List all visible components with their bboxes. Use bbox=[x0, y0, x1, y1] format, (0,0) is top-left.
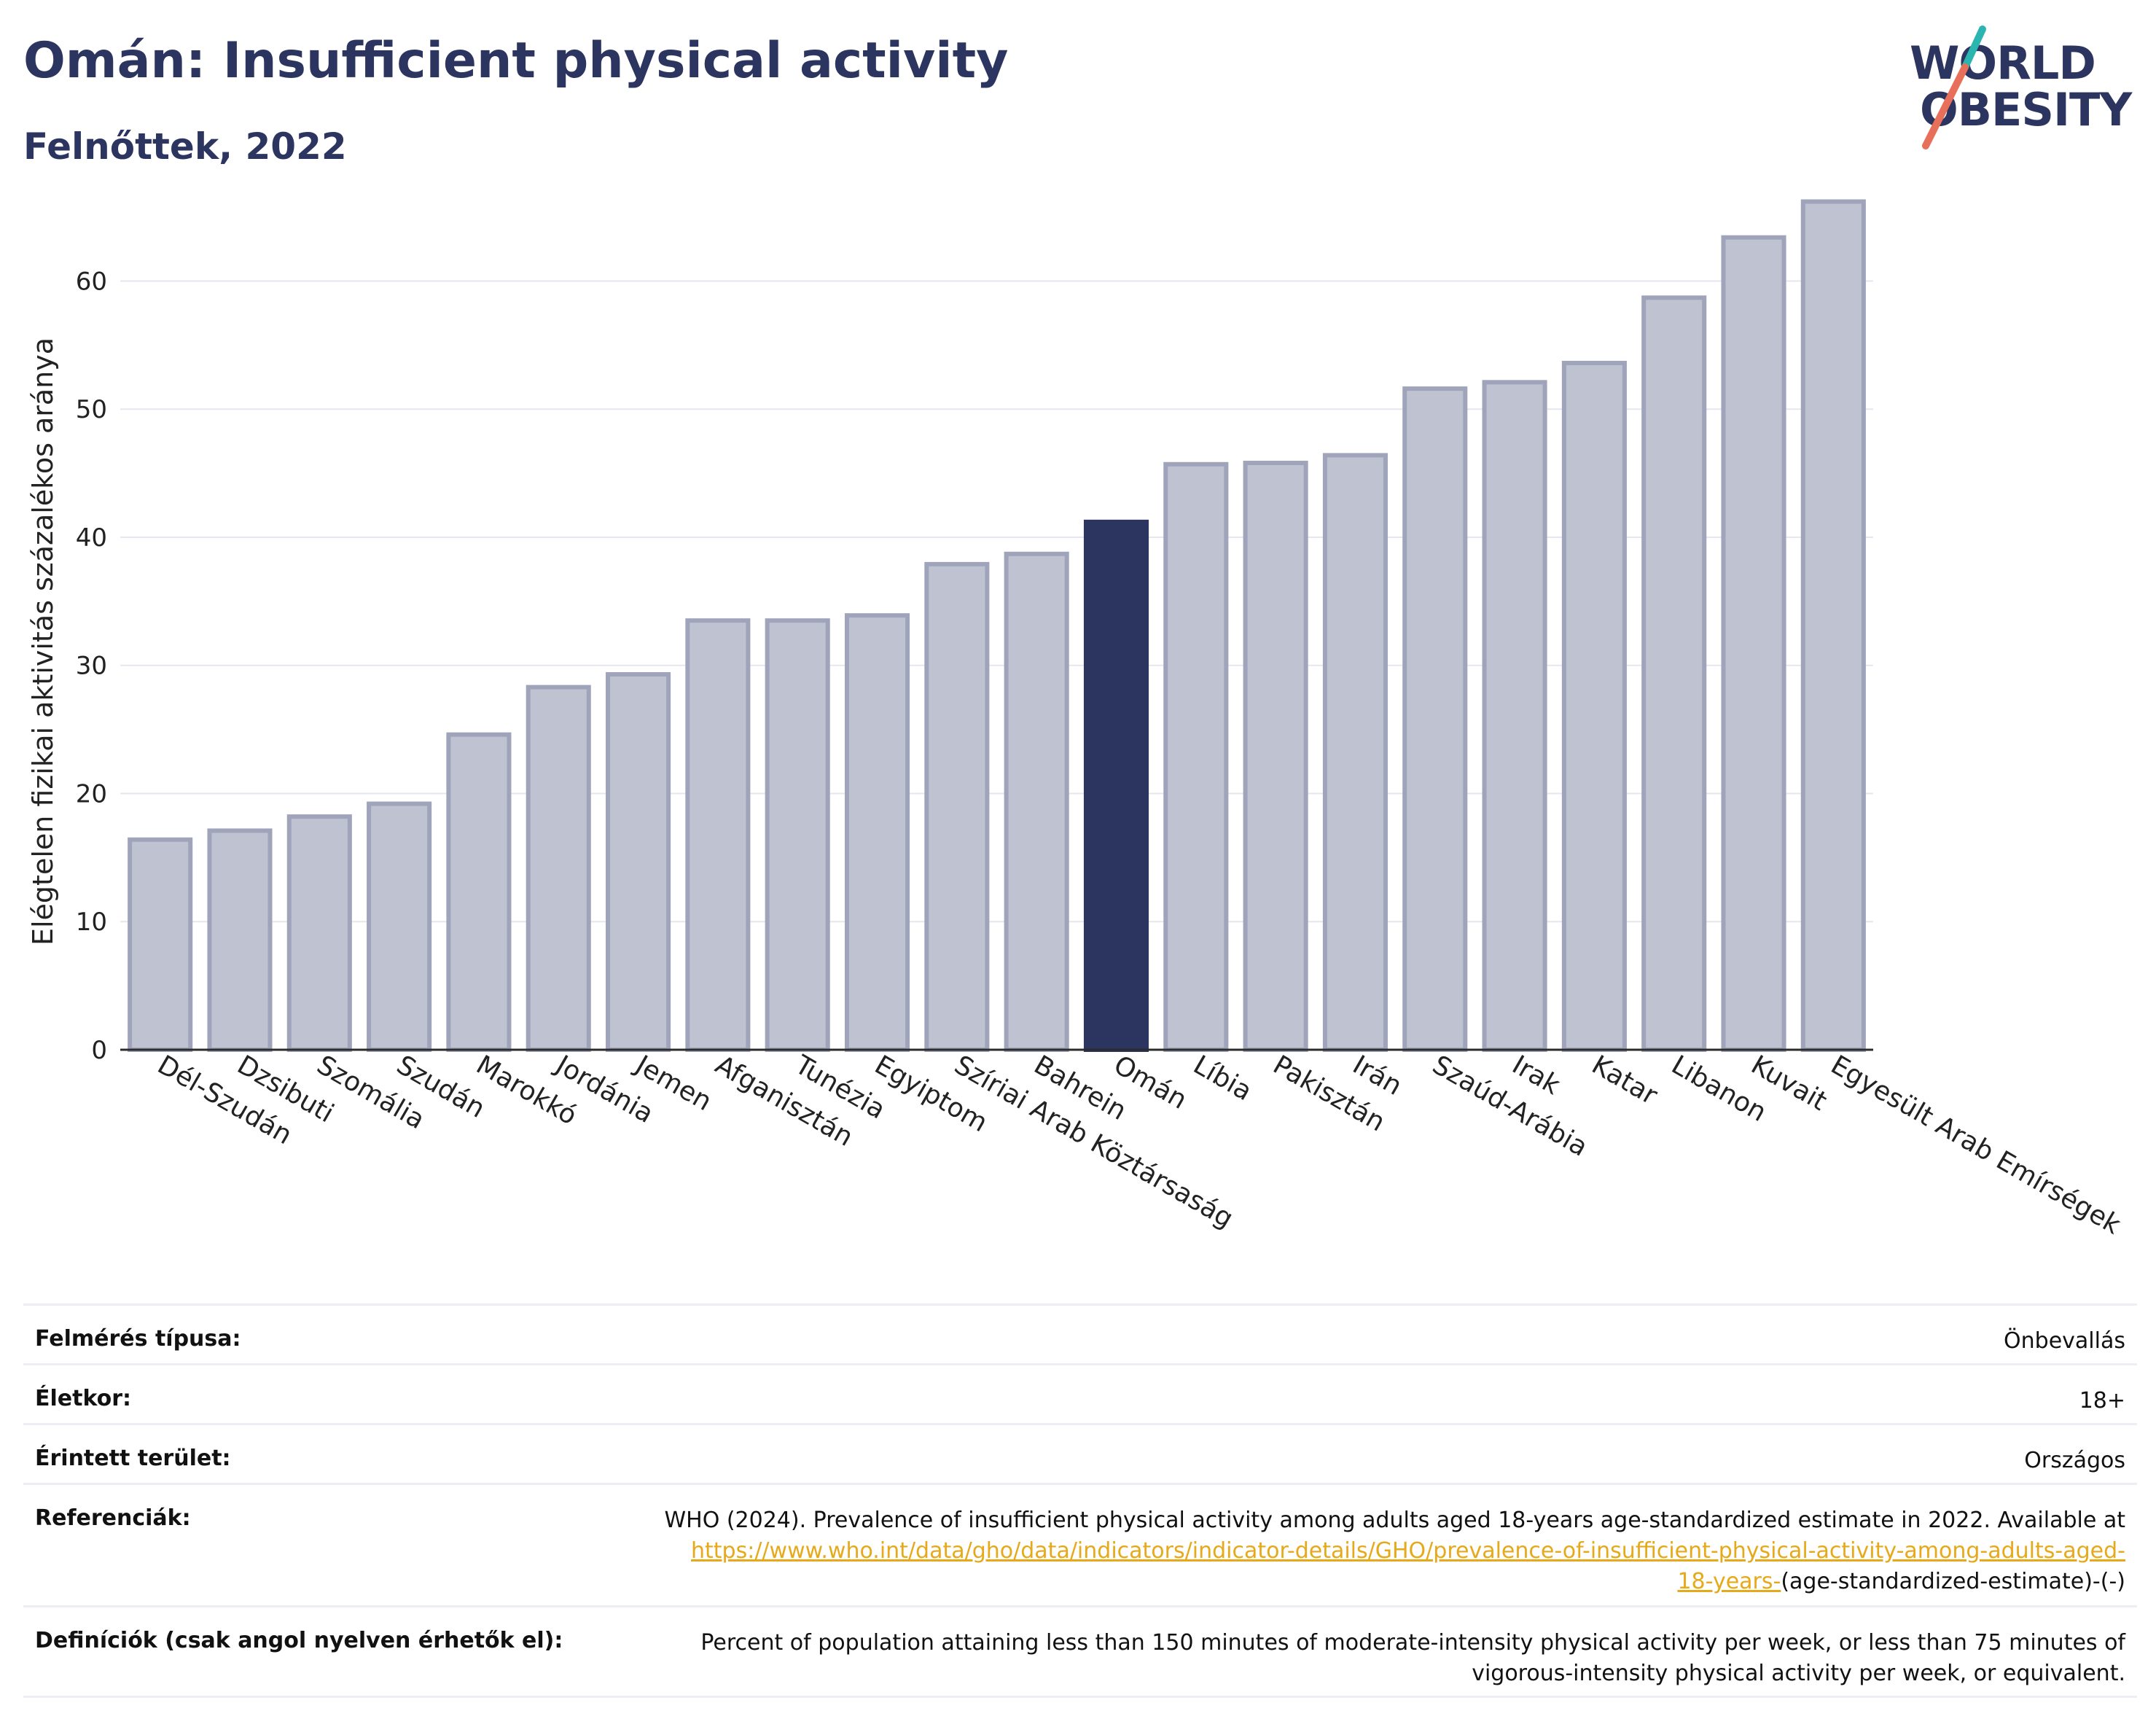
bar-17 bbox=[1402, 386, 1468, 1053]
bar-20 bbox=[1641, 295, 1707, 1053]
bar-12 bbox=[1004, 551, 1069, 1052]
bar-14 bbox=[1163, 461, 1229, 1052]
survey-type-value: Önbevallás bbox=[2004, 1328, 2125, 1354]
page-title: Omán: Insufficient physical activity bbox=[23, 32, 1009, 90]
y-tick-label: 40 bbox=[76, 523, 107, 553]
bar-19 bbox=[1561, 360, 1627, 1052]
page-subtitle: Felnőttek, 2022 bbox=[23, 125, 347, 168]
bar-18 bbox=[1482, 380, 1547, 1052]
y-axis-label: Elégtelen fizikai aktivitás százalékos a… bbox=[27, 338, 59, 946]
references-suffix: (age-standardized-estimate)-(-) bbox=[1781, 1569, 2125, 1594]
y-tick-label: 20 bbox=[76, 779, 107, 808]
bar-3 bbox=[286, 814, 352, 1052]
age-row: Életkor: 18+ bbox=[23, 1363, 2137, 1425]
definitions-label: Definíciók (csak angol nyelven érhetők e… bbox=[35, 1628, 563, 1653]
x-tick-label: Egyesült Arab Emírségek bbox=[1826, 1050, 2126, 1240]
definitions-line-2: vigorous-intensity physical activity per… bbox=[1472, 1661, 2125, 1686]
definitions-row: Definíciók (csak angol nyelven érhetők e… bbox=[23, 1605, 2137, 1698]
bar-9 bbox=[765, 618, 830, 1052]
y-tick-label: 30 bbox=[76, 652, 107, 681]
area-value: Országos bbox=[2024, 1448, 2125, 1473]
x-tick-label: Líbia bbox=[1188, 1050, 1257, 1107]
bar-16 bbox=[1322, 453, 1388, 1052]
world-obesity-logo: WORLD OBESITY bbox=[1895, 22, 2143, 153]
bar-2 bbox=[207, 828, 273, 1052]
y-tick-label: 50 bbox=[76, 395, 107, 424]
x-tick-label: Katar bbox=[1587, 1050, 1663, 1111]
bar-1 bbox=[128, 837, 193, 1052]
age-label: Életkor: bbox=[35, 1386, 132, 1411]
references-value: WHO (2024). Prevalence of insufficient p… bbox=[664, 1505, 2125, 1597]
bar-11 bbox=[924, 561, 990, 1052]
references-link[interactable]: https://www.who.int/data/gho/data/indica… bbox=[691, 1538, 2125, 1594]
references-label: Referenciák: bbox=[35, 1505, 191, 1531]
area-label: Érintett terület: bbox=[35, 1446, 231, 1471]
y-axis-ticks: 0 10 20 30 40 50 60 bbox=[76, 267, 107, 1065]
bar-6 bbox=[526, 685, 591, 1053]
table-bottom-border bbox=[23, 1696, 2137, 1699]
age-value: 18+ bbox=[2079, 1388, 2125, 1414]
bar-5 bbox=[446, 732, 512, 1052]
logo-line-1: WORLD bbox=[1910, 36, 2096, 90]
bar-21 bbox=[1721, 235, 1786, 1052]
y-tick-label: 60 bbox=[76, 267, 107, 296]
x-axis-ticks: Dél-SzudánDzsibutiSzomáliaSzudánMarokkóJ… bbox=[152, 1049, 2125, 1240]
bar-chart: 0 10 20 30 40 50 60 Dél-SzudánDzsibutiSzomália… bbox=[27, 199, 2125, 1241]
definitions-value: Percent of population attaining less tha… bbox=[700, 1628, 2125, 1689]
bar-15 bbox=[1243, 461, 1308, 1053]
y-tick-label: 0 bbox=[91, 1036, 107, 1065]
references-text: WHO (2024). Prevalence of insufficient p… bbox=[664, 1508, 2125, 1533]
bars bbox=[128, 199, 1866, 1053]
area-row: Érintett terület: Országos bbox=[23, 1423, 2137, 1485]
y-tick-label: 10 bbox=[76, 908, 107, 937]
bar-4 bbox=[367, 801, 432, 1053]
survey-type-label: Felmérés típusa: bbox=[35, 1326, 241, 1352]
bar-7 bbox=[606, 672, 671, 1052]
bar-22 bbox=[1800, 199, 1866, 1052]
bar-8 bbox=[685, 618, 751, 1052]
definitions-line-1: Percent of population attaining less tha… bbox=[700, 1630, 2125, 1656]
logo-slash-icon bbox=[1922, 26, 1986, 149]
references-row: Referenciák: WHO (2024). Prevalence of i… bbox=[23, 1483, 2137, 1607]
x-tick-label: Szaúd-Arábia bbox=[1427, 1050, 1593, 1163]
bar-10 bbox=[844, 613, 910, 1052]
survey-type-row: Felmérés típusa: Önbevallás bbox=[23, 1303, 2137, 1365]
bar-13 bbox=[1083, 519, 1149, 1052]
